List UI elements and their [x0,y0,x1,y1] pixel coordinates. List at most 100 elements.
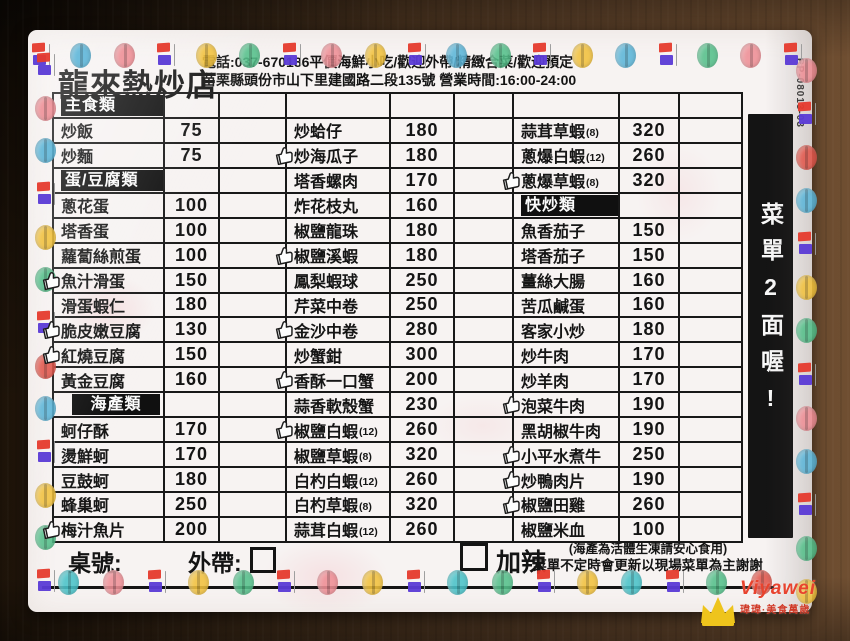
item-name: 椒鹽龍珠 [294,224,359,242]
blank-cell [680,368,743,394]
item-price-cell: 75 [165,118,220,144]
blank-cell [220,193,287,219]
header-info-line2: 苗栗縣頭份市山下里建國路二段135號 營業時間:16:00-24:00 [202,72,577,88]
item-name-cell: 紅燒豆腐 [42,343,165,369]
item-name-cell: 燙鮮蚵 [54,443,165,469]
flag-sticker-icon [658,42,677,68]
item-name: 苦瓜鹹蛋 [521,298,586,316]
blank-cell [455,143,514,169]
category-header: 快炒類 [521,194,618,216]
candy-sticker-icon [446,569,468,595]
item-price-cell: 160 [391,193,455,219]
item-name-cell: 炒牛肉 [514,343,620,369]
item-price-cell: 260 [620,143,680,169]
item-name-cell: 梅汁魚片 [42,517,165,543]
item-name-cell: 滑蛋蝦仁 [54,293,165,319]
paper-bottom-rule [42,586,774,589]
item-name: 蔥花蛋 [61,199,110,217]
item-price-cell: 130 [165,318,220,344]
category-cell: 快炒類 [514,193,620,219]
candy-sticker-icon [795,145,817,171]
candy-sticker-icon [795,275,817,301]
item-name: 塔香蛋 [61,224,110,242]
item-count-suffix: (12) [359,426,378,439]
category-cell: 海產類 [54,393,165,419]
blank-cell [455,418,514,444]
header-info-line1: 電話:037-670186平價海鮮小吃/歡迎外帶/精緻合菜/歡迎預定 [202,54,574,70]
item-name: 炒羊肉 [521,373,570,391]
item-name: 炒蛤仔 [294,124,343,142]
item-price-cell: 250 [391,268,455,294]
watermark-tagline: 瑋瑋·美食萬歲 [740,605,811,616]
item-price-cell: 320 [620,168,680,194]
item-name: 椒鹽田雞 [521,498,586,516]
item-name-cell: 椒鹽草蝦 (8) [287,443,391,469]
blank-cell [220,343,287,369]
item-price-cell: 180 [165,468,220,493]
item-price-cell: 100 [620,517,680,543]
item-name: 蚵仔酥 [61,423,110,441]
blank-cell [220,517,287,543]
side-note-strip: 菜單2面喔! [748,114,793,538]
empty-cell [165,94,220,119]
blank-cell [220,168,287,194]
blank-cell [455,218,514,244]
blank-cell [220,94,287,119]
thumbs-up-icon [272,417,298,443]
blank-cell [220,218,287,244]
print-code: PP-08013-03 [794,58,805,128]
item-price-cell: 170 [391,168,455,194]
category-cell: 蛋/豆腐類 [54,168,165,194]
watermark-brand: Viyawei [740,578,817,599]
item-count-suffix: (12) [359,476,378,489]
item-name-cell: 薑絲大腸 [514,268,620,294]
item-name: 黃金豆腐 [61,373,126,391]
item-name: 白杓草蝦 [294,498,359,516]
menu-column-middle: 炒蛤仔 180 炒海瓜子 180 塔香螺肉 170 炸花枝丸 160 椒鹽龍珠 180 椒鹽溪蝦 18… [275,92,514,543]
item-name-cell: 香酥一口蟹 [275,368,391,394]
item-name-cell: 小平水煮牛 [502,443,620,469]
item-price-cell: 250 [620,443,680,469]
category-header: 蛋/豆腐類 [61,169,163,191]
spicy-checkbox [460,543,488,571]
blank-cell [680,418,743,444]
thumbs-up-icon [499,392,525,418]
item-count-suffix: (8) [359,500,372,513]
item-name: 蜂巢蚵 [61,498,110,516]
blank-cell [680,243,743,269]
item-price-cell: 160 [620,293,680,319]
item-name: 塔香茄子 [521,249,586,267]
item-price-cell: 180 [165,293,220,319]
blank-cell [455,268,514,294]
item-price-cell: 75 [165,143,220,169]
item-price-cell: 190 [620,468,680,493]
item-price-cell: 190 [620,393,680,419]
item-name-cell: 炒羊肉 [514,368,620,394]
item-price-cell: 170 [165,443,220,469]
blank-cell [680,517,743,543]
item-price-cell: 100 [165,193,220,219]
blank-cell [680,94,743,119]
flag-sticker-icon [37,439,55,465]
item-name: 白杓白蝦 [294,473,359,491]
blank-cell [455,293,514,319]
item-name: 滑蛋蝦仁 [61,298,126,316]
item-price-cell: 200 [165,517,220,543]
footer-note-update: 菜單不定時會更新以現場菜單為主謝謝 [533,558,763,573]
item-name-cell: 黃金豆腐 [54,368,165,394]
item-name-cell: 豆鼓蚵 [54,468,165,493]
blog-watermark: Viyawei 瑋瑋·美食萬歲 [698,578,828,636]
item-name: 炒蟹鉗 [294,348,343,366]
item-name: 蒜茸草蝦 [521,124,586,142]
empty-cell [620,193,680,219]
thumbs-up-icon [272,317,298,343]
item-price-cell: 160 [165,368,220,394]
item-name: 鳳梨蝦球 [294,274,359,292]
item-name: 蔥爆白蝦 [521,149,586,167]
item-name: 小平水煮牛 [521,448,602,466]
item-count-suffix: (8) [359,451,372,464]
item-price-cell: 260 [391,468,455,493]
blank-cell [680,343,743,369]
blank-cell [220,118,287,144]
footer-notes: (海產為活體生凍請安心食用) 菜單不定時會更新以現場菜單為主謝謝 [523,541,773,575]
